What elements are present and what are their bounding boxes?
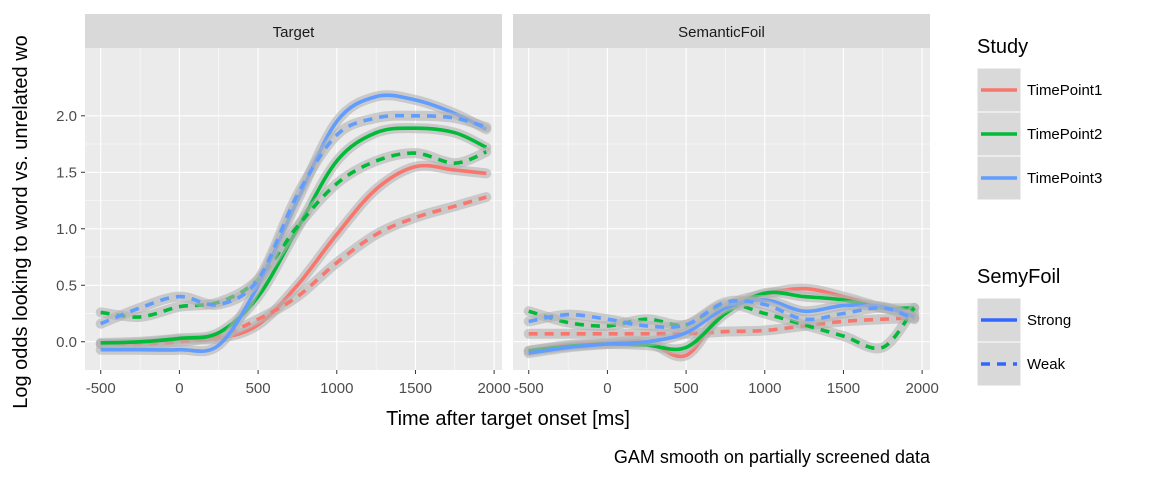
legend-title-semyfoil: SemyFoil (977, 266, 1060, 288)
y-tick-label: 0.0 (56, 334, 77, 351)
series-line-semanticfoil-timepoint3-weak (528, 298, 915, 330)
legend-title-study: Study (977, 36, 1028, 58)
strip-label-target: Target (273, 24, 316, 41)
y-tick-label: 1.0 (56, 221, 77, 238)
series-line-semanticfoil-timepoint2-weak (528, 302, 916, 351)
series-line-semanticfoil-timepoint3-strong (528, 298, 915, 355)
strip-background-target (85, 14, 502, 48)
x-tick-label: 2000 (477, 380, 510, 397)
legend-label-timepoint1: TimePoint1 (1027, 82, 1102, 99)
x-tick-label: 1500 (827, 380, 860, 397)
x-tick-label: 0 (175, 380, 183, 397)
legend-label-timepoint3: TimePoint3 (1027, 170, 1102, 187)
legend-label-timepoint2: TimePoint2 (1027, 126, 1102, 143)
y-tick-label: 0.5 (56, 277, 77, 294)
series-line-target-timepoint2-weak (100, 150, 487, 319)
x-tick-label: 0 (603, 380, 611, 397)
x-tick-label: 1500 (399, 380, 432, 397)
y-tick-label: 2.0 (56, 108, 77, 125)
axis-ticks: -500 0 500 1000 1500 2000 -500 0 500 1000 1500 2000… (56, 108, 939, 397)
x-tick-label: 2000 (905, 380, 938, 397)
legend-label-weak: Weak (1027, 356, 1066, 373)
legend-label-strong: Strong (1027, 312, 1071, 329)
chart-caption: GAM smooth on partially screened data (614, 447, 931, 467)
x-tick-label: -500 (86, 380, 116, 397)
series-line-semanticfoil-timepoint1-weak (528, 316, 915, 336)
x-tick-label: 1000 (320, 380, 353, 397)
x-tick-label: -500 (514, 380, 544, 397)
ribbon-target-timepoint3-weak (95, 110, 492, 329)
x-tick-label: 500 (674, 380, 699, 397)
x-tick-label: 1000 (748, 380, 781, 397)
legend: Study SemyFoil TimePoint1 TimePoint2 TimeP… (976, 36, 1102, 387)
strip-background-semanticfoil (513, 14, 930, 48)
y-axis-title: Log odds looking to word vs. unrelated w… (10, 35, 32, 409)
x-tick-label: 500 (246, 380, 271, 397)
series-lines (95, 90, 920, 362)
strip-label-semanticfoil: SemanticFoil (678, 24, 765, 41)
y-tick-label: 1.5 (56, 164, 77, 181)
x-axis-title: Time after target onset [ms] (386, 408, 630, 430)
